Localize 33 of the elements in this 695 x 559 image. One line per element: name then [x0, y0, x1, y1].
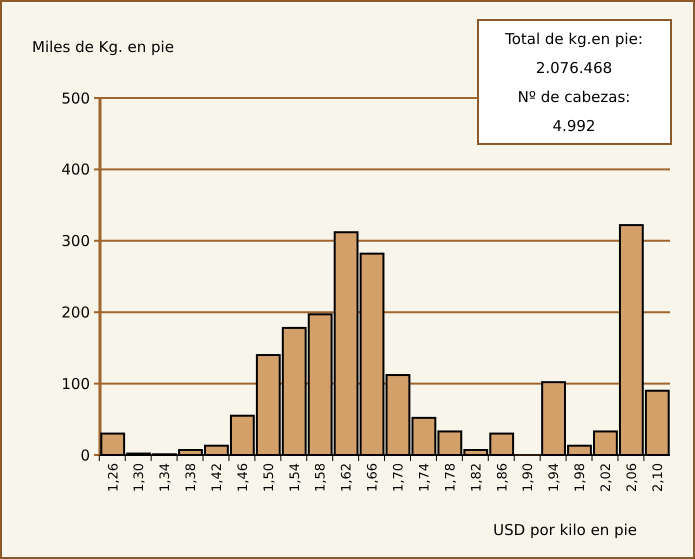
text-box: Total de kg.en pie: 2.076.468 Nº de cabezas: 4.992	[477, 19, 672, 145]
y-tick-label: 300	[61, 232, 90, 250]
y-tick-label: 0	[80, 446, 90, 464]
x-tick-label: 1,98	[573, 463, 588, 492]
x-tick-label: 1,54	[288, 463, 303, 492]
y-tick-label: 200	[61, 303, 90, 322]
x-axis-title: USD por kilo en pie	[493, 521, 637, 539]
x-tick-label: 2,06	[624, 463, 640, 492]
x-tick-label: 1,58	[314, 463, 329, 492]
x-tick-label: 1,38	[184, 463, 200, 492]
x-tick-label: 1,26	[106, 463, 122, 492]
x-tick-label: 1,46	[236, 463, 251, 492]
x-tick-label: 1,70	[392, 463, 407, 492]
annotation: 4.992	[552, 117, 596, 135]
x-tick-label: 2,10	[650, 463, 666, 492]
x-tick-label: 1,78	[443, 463, 458, 492]
y-tick-label: 100	[61, 374, 90, 393]
x-tick-label: 1,42	[210, 463, 225, 492]
annotation: Nº de cabezas:	[518, 88, 630, 106]
x-tick-label: 1,86	[495, 463, 510, 492]
x-tick-label: 1,74	[417, 463, 432, 492]
y-tick-label: 400	[61, 160, 90, 179]
x-tick-label: 1,50	[262, 463, 277, 492]
y-tick-label: 500	[61, 89, 90, 108]
x-tick-label: 1,94	[547, 463, 562, 492]
x-tick-label: 2,02	[598, 463, 614, 492]
x-tick-label: 1,66	[366, 463, 381, 492]
x-tick-label: 1,30	[132, 463, 148, 492]
y-axis-title: Miles de Kg. en pie	[32, 38, 174, 56]
x-tick-label: 1,90	[521, 463, 536, 492]
x-tick-label: 1,34	[158, 463, 174, 492]
x-tick-label: 1,82	[469, 463, 484, 492]
x-tick-label: 1,62	[340, 463, 355, 492]
